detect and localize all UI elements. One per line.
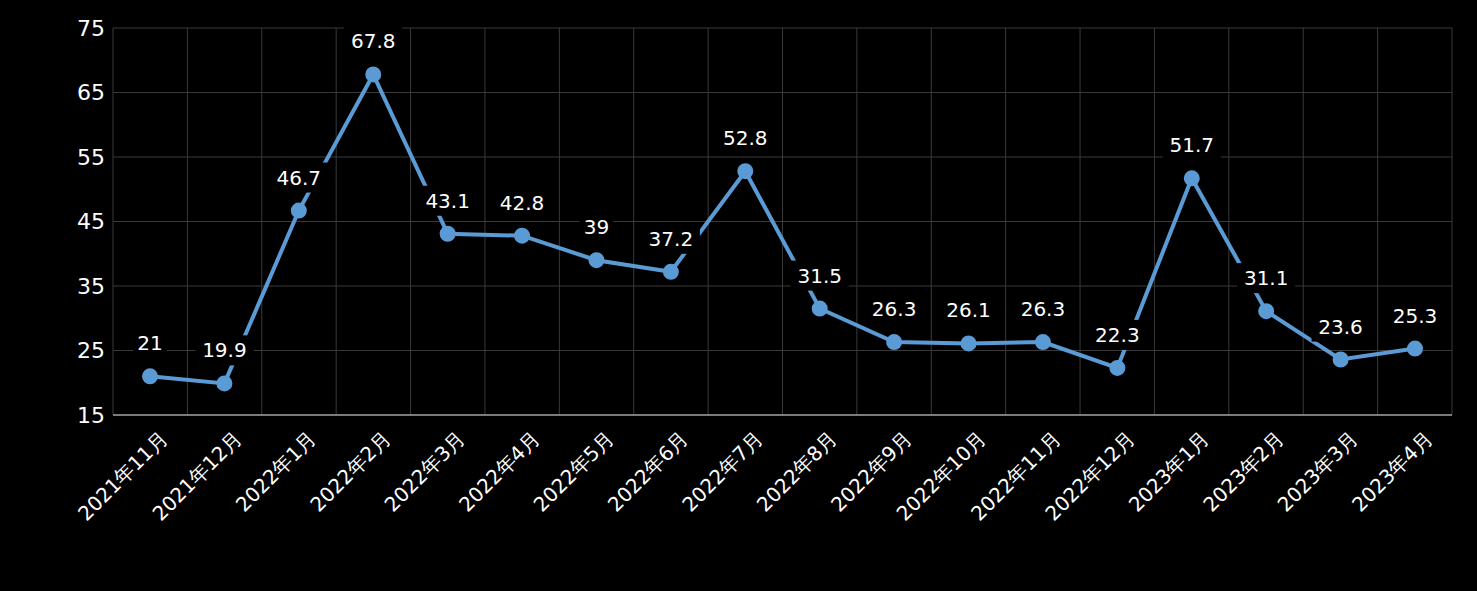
svg-text:2022年10月: 2022年10月 [891, 426, 991, 526]
svg-text:31.5: 31.5 [797, 264, 842, 288]
svg-text:35: 35 [77, 274, 105, 299]
svg-text:2022年5月: 2022年5月 [528, 426, 619, 517]
svg-text:31.1: 31.1 [1244, 266, 1289, 290]
svg-text:52.8: 52.8 [723, 126, 768, 150]
svg-text:2022年6月: 2022年6月 [602, 426, 694, 517]
svg-text:2023年4月: 2023年4月 [1347, 426, 1437, 516]
svg-text:65: 65 [77, 80, 105, 105]
svg-text:51.7: 51.7 [1169, 133, 1214, 157]
svg-text:26.3: 26.3 [872, 297, 917, 321]
svg-text:2021年11月: 2021年11月 [73, 426, 173, 526]
svg-text:75: 75 [77, 16, 105, 41]
svg-text:15: 15 [77, 403, 105, 428]
svg-text:67.8: 67.8 [351, 29, 396, 53]
svg-text:2022年8月: 2022年8月 [751, 426, 842, 517]
svg-text:2022年4月: 2022年4月 [454, 426, 545, 517]
svg-text:2022年11月: 2022年11月 [966, 426, 1066, 526]
svg-text:21: 21 [137, 331, 162, 355]
svg-text:26.3: 26.3 [1021, 297, 1066, 321]
svg-text:25.3: 25.3 [1393, 304, 1438, 328]
svg-text:19.9: 19.9 [202, 338, 247, 362]
svg-text:2023年3月: 2023年3月 [1272, 426, 1363, 517]
svg-text:2022年1月: 2022年1月 [230, 426, 322, 517]
svg-text:2023年1月: 2023年1月 [1123, 426, 1215, 517]
svg-text:23.6: 23.6 [1318, 315, 1363, 339]
svg-text:2022年12月: 2022年12月 [1040, 426, 1139, 525]
svg-text:39: 39 [584, 215, 609, 239]
svg-text:42.8: 42.8 [500, 191, 545, 215]
svg-text:2022年3月: 2022年3月 [379, 426, 470, 517]
svg-text:22.3: 22.3 [1095, 323, 1140, 347]
svg-text:2022年2月: 2022年2月 [305, 426, 396, 517]
svg-text:25: 25 [77, 338, 105, 363]
svg-text:46.7: 46.7 [277, 166, 322, 190]
svg-text:2021年12月: 2021年12月 [147, 426, 246, 525]
svg-text:37.2: 37.2 [649, 227, 694, 251]
svg-text:55: 55 [77, 145, 105, 170]
svg-text:26.1: 26.1 [946, 298, 991, 322]
svg-text:45: 45 [77, 209, 105, 234]
svg-text:2022年9月: 2022年9月 [826, 426, 917, 517]
svg-text:2022年7月: 2022年7月 [677, 426, 768, 517]
svg-text:2023年2月: 2023年2月 [1198, 426, 1289, 517]
svg-text:43.1: 43.1 [425, 189, 470, 213]
